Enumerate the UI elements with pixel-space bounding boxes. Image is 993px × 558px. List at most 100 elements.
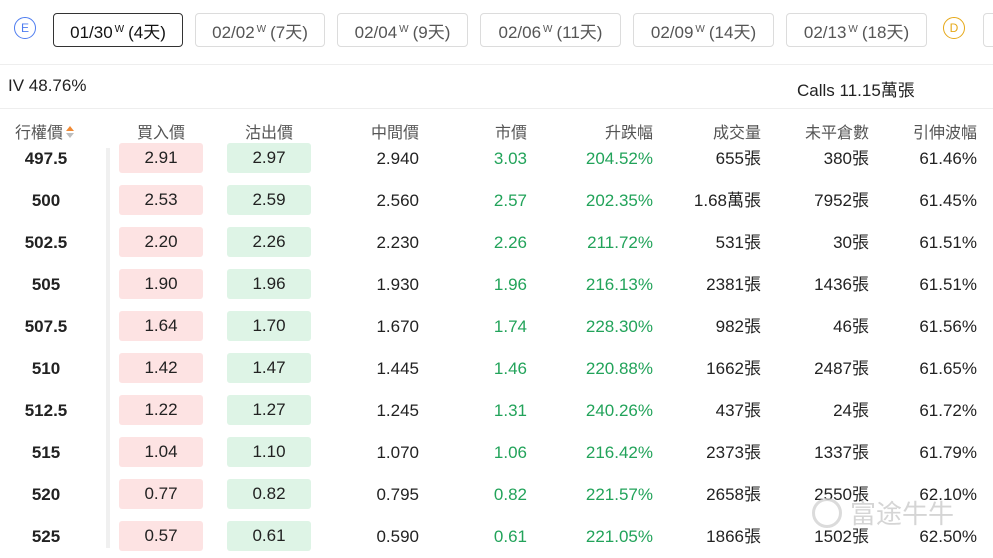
implied-volatility: 61.72% — [919, 401, 977, 420]
ask-price[interactable]: 0.61 — [227, 521, 311, 551]
table-row[interactable]: 497.5 2.91 2.97 2.940 3.03 204.52% 655張 … — [0, 138, 993, 180]
expiry-tab-0213[interactable]: 02/13 W (18天) — [786, 13, 927, 47]
mid-price: 1.445 — [376, 359, 419, 378]
daily-expiry-badge[interactable]: D — [943, 17, 965, 39]
days-to-expiry: (7天) — [270, 23, 308, 42]
strike-price: 510 — [31, 359, 61, 378]
open-interest: 30張 — [833, 233, 869, 252]
ask-price[interactable]: 1.47 — [227, 353, 311, 383]
ask-price[interactable]: 1.10 — [227, 437, 311, 467]
open-interest: 1502張 — [814, 527, 869, 546]
ask-price[interactable]: 2.26 — [227, 227, 311, 257]
bid-price[interactable]: 0.77 — [119, 479, 203, 509]
implied-volatility: 61.45% — [919, 191, 977, 210]
ask-column-header[interactable]: 沽出價 — [245, 125, 294, 142]
strike-column-header[interactable]: 行權價 — [15, 119, 75, 143]
implied-volatility-column-header[interactable]: 引伸波幅 — [912, 125, 977, 142]
open-interest: 24張 — [833, 401, 869, 420]
change-percent: 216.42% — [585, 443, 653, 462]
change-percent: 204.52% — [585, 149, 653, 168]
ask-price[interactable]: 2.59 — [227, 185, 311, 215]
weekly-marker: W — [543, 24, 553, 35]
strike-price: 525 — [31, 527, 61, 546]
change-percent: 216.13% — [585, 275, 653, 294]
implied-volatility: 61.51% — [919, 233, 977, 252]
expiry-date: 02/06 — [498, 23, 542, 42]
change-percent: 240.26% — [585, 401, 653, 420]
mid-price: 2.230 — [376, 233, 419, 252]
last-price: 0.61 — [493, 527, 527, 546]
table-row[interactable]: 505 1.90 1.96 1.930 1.96 216.13% 2381張 1… — [0, 264, 993, 306]
mid-price: 1.070 — [376, 443, 419, 462]
expiry-tab-0209[interactable]: 02/09 W (14天) — [633, 13, 774, 47]
expiry-date: 01/30 — [70, 23, 113, 42]
expiry-tab-0206[interactable]: 02/06 W (11天) — [480, 13, 621, 47]
ask-price[interactable]: 1.96 — [227, 269, 311, 299]
sort-icon[interactable] — [66, 126, 75, 138]
bid-column-header[interactable]: 買入價 — [137, 125, 186, 142]
bid-price[interactable]: 0.57 — [119, 521, 203, 551]
table-row[interactable]: 520 0.77 0.82 0.795 0.82 221.57% 2658張 2… — [0, 474, 993, 516]
table-row[interactable]: 507.5 1.64 1.70 1.670 1.74 228.30% 982張 … — [0, 306, 993, 348]
bid-price[interactable]: 1.04 — [119, 437, 203, 467]
ask-price[interactable]: 2.97 — [227, 143, 311, 173]
watermark-text: 富途牛牛 — [850, 500, 955, 530]
mid-price: 0.795 — [376, 485, 419, 504]
strike-price: 500 — [31, 191, 61, 210]
expiry-date: 02/02 — [212, 23, 255, 42]
days-to-expiry: (9天) — [412, 23, 451, 42]
implied-volatility: 61.46% — [919, 149, 977, 168]
weekly-marker: W — [848, 24, 858, 35]
expiry-tab-0202[interactable]: 02/02 W (7天) — [195, 13, 325, 47]
futubull-watermark: 富途牛牛 — [812, 494, 954, 531]
implied-volatility: 62.10% — [919, 485, 977, 504]
european-style-badge[interactable]: E — [14, 17, 36, 39]
implied-volatility: 61.56% — [919, 317, 977, 336]
strike-price: 507.5 — [24, 317, 68, 336]
table-row[interactable]: 512.5 1.22 1.27 1.245 1.31 240.26% 437張 … — [0, 390, 993, 432]
implied-volatility: 61.65% — [919, 359, 977, 378]
days-to-expiry: (4天) — [128, 23, 166, 42]
open-interest-column-header[interactable]: 未平倉數 — [804, 125, 869, 142]
mid-price: 2.560 — [376, 191, 419, 210]
open-interest: 46張 — [833, 317, 869, 336]
open-interest: 1436張 — [814, 275, 869, 294]
volume: 1662張 — [706, 359, 761, 378]
mid-price: 2.940 — [376, 149, 419, 168]
last-price-column-header[interactable]: 市價 — [494, 125, 527, 142]
bid-price[interactable]: 1.22 — [119, 395, 203, 425]
open-interest: 1337張 — [814, 443, 869, 462]
bid-price[interactable]: 2.20 — [119, 227, 203, 257]
mid-price: 0.590 — [376, 527, 419, 546]
strike-price: 505 — [31, 275, 61, 294]
last-price: 1.74 — [493, 317, 527, 336]
ask-price[interactable]: 1.27 — [227, 395, 311, 425]
bid-price[interactable]: 1.64 — [119, 311, 203, 341]
volume: 2381張 — [706, 275, 761, 294]
table-row[interactable]: 525 0.57 0.61 0.590 0.61 221.05% 1866張 1… — [0, 516, 993, 558]
bid-price[interactable]: 2.91 — [119, 143, 203, 173]
table-row[interactable]: 500 2.53 2.59 2.560 2.57 202.35% 1.68萬張 … — [0, 180, 993, 222]
expiry-tab-0204[interactable]: 02/04 W (9天) — [337, 13, 468, 47]
open-interest: 2487張 — [814, 359, 869, 378]
ask-price[interactable]: 1.70 — [227, 311, 311, 341]
bid-price[interactable]: 1.42 — [119, 353, 203, 383]
expiry-tab-0130[interactable]: 01/30 W (4天) — [53, 13, 183, 47]
volume-column-header[interactable]: 成交量 — [712, 125, 761, 142]
change-percent-column-header[interactable]: 升跌幅 — [604, 125, 653, 142]
days-to-expiry: (18天) — [861, 23, 910, 42]
expiry-tab-overflow[interactable] — [983, 13, 993, 47]
table-row[interactable]: 515 1.04 1.10 1.070 1.06 216.42% 2373張 1… — [0, 432, 993, 474]
mid-column-header[interactable]: 中間價 — [370, 125, 419, 142]
ask-price[interactable]: 0.82 — [227, 479, 311, 509]
option-chain-header: 行權價 買入價 沽出價 中間價 市價 升跌幅 成交量 未平倉數 引伸波幅 — [0, 108, 993, 149]
implied-volatility: 61.79% — [919, 443, 977, 462]
table-row[interactable]: 510 1.42 1.47 1.445 1.46 220.88% 1662張 2… — [0, 348, 993, 390]
strike-price: 515 — [31, 443, 61, 462]
volume: 531張 — [715, 233, 761, 252]
table-row[interactable]: 502.5 2.20 2.26 2.230 2.26 211.72% 531張 … — [0, 222, 993, 264]
bid-price[interactable]: 1.90 — [119, 269, 203, 299]
last-price: 2.57 — [493, 191, 527, 210]
bid-price[interactable]: 2.53 — [119, 185, 203, 215]
change-percent: 211.72% — [587, 233, 653, 252]
